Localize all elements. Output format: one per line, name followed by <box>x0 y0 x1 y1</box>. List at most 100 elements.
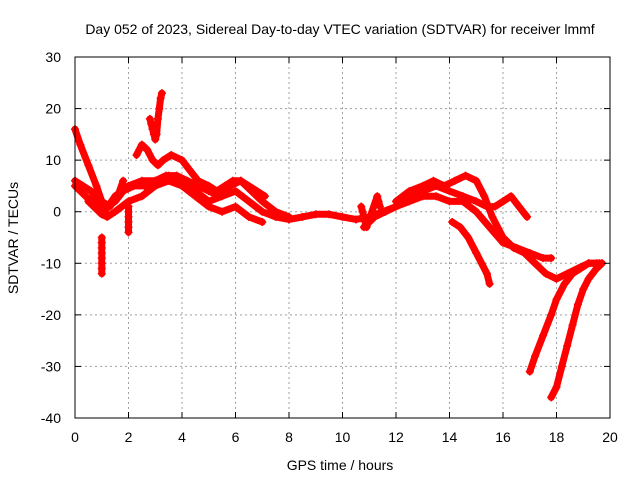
data-point-marker <box>573 300 582 309</box>
data-point-marker <box>552 274 561 283</box>
data-point-marker <box>285 212 293 221</box>
data-point-marker <box>472 207 481 216</box>
data-point-marker <box>186 166 195 175</box>
chart-title: Day 052 of 2023, Sidereal Day-to-day VTE… <box>85 21 594 37</box>
data-point-marker <box>204 202 213 211</box>
data-point-marker <box>129 181 138 190</box>
data-point-marker <box>464 233 473 242</box>
data-point-marker <box>151 135 160 144</box>
y-tick-label: 30 <box>45 49 61 65</box>
data-point-marker <box>148 156 157 165</box>
data-point-marker <box>458 192 467 201</box>
y-tick-label: -40 <box>41 410 61 426</box>
series-spike-3 <box>145 89 166 144</box>
data-point-marker <box>539 254 548 263</box>
series-track-e <box>132 140 269 201</box>
y-tick-label: 20 <box>45 101 61 117</box>
data-point-marker <box>472 248 481 257</box>
data-point-marker <box>472 197 481 206</box>
data-point-marker <box>228 176 237 185</box>
data-point-marker <box>568 269 577 278</box>
data-point-marker <box>87 187 96 196</box>
data-point-marker <box>490 202 499 211</box>
x-tick-label: 4 <box>178 429 186 445</box>
y-tick-label: -20 <box>41 307 61 323</box>
data-point-marker <box>584 259 593 268</box>
data-point-marker <box>97 233 106 242</box>
series-spike-2 <box>124 202 133 237</box>
series-band <box>392 172 603 283</box>
data-point-marker <box>215 192 224 201</box>
data-point-marker <box>531 352 540 361</box>
data-point-marker <box>507 192 516 201</box>
y-axis-label: SDTVAR / TECUs <box>5 182 21 294</box>
data-point-marker <box>220 181 229 190</box>
data-point-marker <box>381 207 390 216</box>
data-point-marker <box>103 202 112 211</box>
data-point-marker <box>84 197 93 206</box>
y-axis-ticks: 30 20 10 0 -10 -20 -30 -40 <box>41 49 610 426</box>
data-point-marker <box>194 176 203 185</box>
data-point-marker <box>531 259 540 268</box>
x-axis-ticks: 0 2 4 6 8 10 12 14 16 18 20 <box>71 57 618 445</box>
data-point-marker <box>132 150 141 159</box>
data-point-marker <box>145 114 154 123</box>
data-point-marker <box>79 181 88 190</box>
data-point-marker <box>244 181 253 190</box>
data-point-marker <box>539 331 548 340</box>
data-point-marker <box>111 197 120 206</box>
data-point-marker <box>260 192 269 201</box>
data-point-marker <box>480 192 489 201</box>
series-track-h <box>448 218 494 288</box>
data-point-marker <box>547 393 556 402</box>
x-tick-label: 0 <box>71 429 79 445</box>
data-point-marker <box>92 205 101 214</box>
data-point-marker <box>137 192 146 201</box>
data-point-marker <box>97 210 106 219</box>
data-point-marker <box>231 187 240 196</box>
data-point-marker <box>445 197 454 206</box>
series-band <box>547 259 606 401</box>
y-tick-label: -10 <box>41 255 61 271</box>
x-tick-label: 16 <box>495 429 511 445</box>
series-track-d <box>84 176 267 227</box>
data-point-marker <box>523 212 532 221</box>
series-band <box>360 182 531 231</box>
data-point-marker <box>159 156 168 165</box>
series-track-g <box>392 171 604 283</box>
data-point-marker <box>361 218 370 227</box>
data-point-marker <box>482 269 491 278</box>
data-point-marker <box>124 202 133 211</box>
y-tick-label: -30 <box>41 358 61 374</box>
data-point-marker <box>576 264 585 273</box>
x-tick-label: 2 <box>125 429 133 445</box>
data-point-marker <box>111 207 120 216</box>
data-point-marker <box>95 197 104 206</box>
y-tick-label: 10 <box>45 152 61 168</box>
data-point-marker <box>151 181 160 190</box>
data-point-marker <box>218 207 227 216</box>
data-markers <box>71 89 606 402</box>
data-point-marker <box>204 181 213 190</box>
data-point-marker <box>429 176 438 185</box>
data-point-marker <box>325 210 334 219</box>
data-point-marker <box>148 125 157 134</box>
data-point-marker <box>119 176 128 185</box>
data-point-marker <box>76 140 85 149</box>
data-point-marker <box>258 207 267 216</box>
data-point-marker <box>477 259 486 268</box>
data-point-marker <box>485 279 494 288</box>
data-point-marker <box>461 171 470 180</box>
data-point-marker <box>357 202 366 211</box>
data-point-marker <box>392 197 400 206</box>
data-point-marker <box>584 274 593 283</box>
data-point-marker <box>172 171 181 180</box>
data-point-marker <box>373 192 382 201</box>
data-point-marker <box>81 192 90 201</box>
data-point-marker <box>311 210 320 219</box>
y-tick-label: 0 <box>53 204 61 220</box>
data-point-marker <box>103 212 112 221</box>
series-band <box>84 177 266 226</box>
series-track-j <box>547 259 606 402</box>
